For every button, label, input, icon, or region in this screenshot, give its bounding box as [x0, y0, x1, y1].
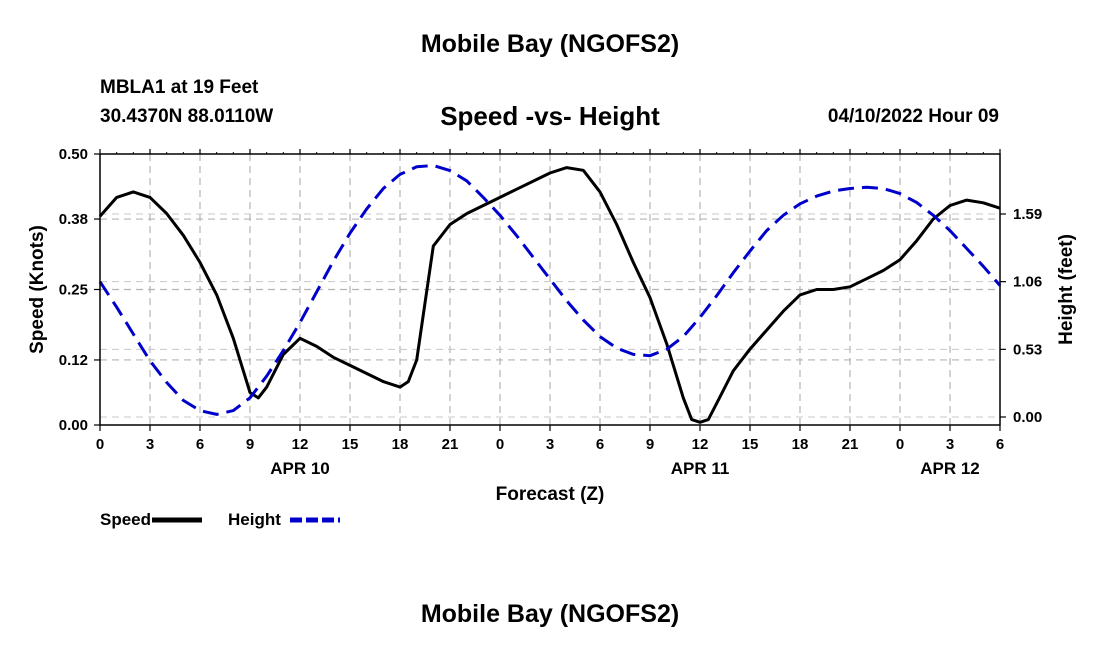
- axis-labels: 0 3 6 9 12 15 18 21 0 3 6 9 12 15 18 21 0 3 6 APR 10 APR 11 A…: [27, 146, 1077, 505]
- left-tick-label: 0.00: [59, 417, 88, 434]
- grid-lines: [100, 154, 1000, 425]
- x-tick-label: 18: [792, 436, 809, 453]
- station-label: MBLA1 at 19 Feet: [100, 77, 259, 98]
- left-tick-label: 0.25: [59, 282, 88, 299]
- x-tick-label: 15: [342, 436, 359, 453]
- x-tick-label: 3: [146, 436, 154, 453]
- chart-title: Mobile Bay (NGOFS2): [420, 30, 680, 58]
- left-tick-label: 0.50: [59, 146, 88, 163]
- x-tick-label: 3: [546, 436, 554, 453]
- left-axis-title: Speed (Knots): [27, 225, 48, 354]
- left-tick-label: 0.12: [59, 352, 88, 369]
- x-tick-label: 9: [646, 436, 654, 453]
- x-axis-title: Forecast (Z): [496, 484, 605, 505]
- x-tick-label: 21: [442, 436, 459, 453]
- x-tick-label: 15: [742, 436, 759, 453]
- legend-label-height: Height: [228, 510, 281, 529]
- series-line-height: [98, 164, 1002, 416]
- x-tick-label: 21: [842, 436, 859, 453]
- axis-ticks: [94, 149, 1006, 431]
- x-tick-label: 12: [292, 436, 309, 453]
- right-tick-label: 0.00: [1013, 409, 1042, 426]
- right-tick-label: 0.53: [1013, 341, 1042, 358]
- x-tick-label: 0: [96, 436, 104, 453]
- x-tick-label: 0: [896, 436, 904, 453]
- x-tick-label: 0: [496, 436, 504, 453]
- series-lines: [98, 164, 1002, 424]
- date-label: APR 12: [920, 459, 980, 478]
- right-tick-label: 1.06: [1013, 274, 1042, 291]
- right-tick-label: 1.59: [1013, 206, 1042, 223]
- right-axis-title: Height (feet): [1056, 234, 1077, 345]
- x-tick-label: 18: [392, 436, 409, 453]
- date-label: APR 11: [671, 459, 730, 478]
- x-tick-label: 6: [196, 436, 204, 453]
- chart-subtitle: Speed -vs- Height: [440, 101, 660, 131]
- x-tick-label: 6: [596, 436, 604, 453]
- forecast-timestamp: 04/10/2022 Hour 09: [827, 106, 999, 127]
- series-line-speed: [98, 166, 1001, 424]
- left-tick-label: 0.38: [59, 211, 88, 228]
- date-label: APR 10: [270, 459, 330, 478]
- legend-label-speed: Speed: [100, 510, 151, 529]
- x-tick-label: 6: [996, 436, 1004, 453]
- station-coordinates: 30.4370N 88.0110W: [100, 106, 274, 127]
- legend: Speed Height: [100, 510, 340, 529]
- footer-title: Mobile Bay (NGOFS2): [420, 600, 680, 628]
- x-tick-label: 12: [692, 436, 709, 453]
- x-tick-label: 3: [946, 436, 954, 453]
- x-tick-label: 9: [246, 436, 254, 453]
